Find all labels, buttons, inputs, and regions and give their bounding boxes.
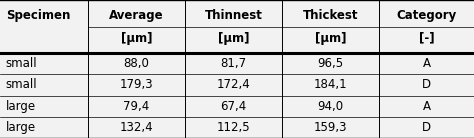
Text: Category: Category [396, 9, 457, 22]
Text: 172,4: 172,4 [217, 79, 250, 91]
Text: 112,5: 112,5 [217, 121, 250, 134]
Text: 81,7: 81,7 [220, 57, 246, 70]
Text: 96,5: 96,5 [318, 57, 344, 70]
Text: Thinnest: Thinnest [204, 9, 263, 22]
Text: D: D [422, 79, 431, 91]
Text: 159,3: 159,3 [314, 121, 347, 134]
Text: 79,4: 79,4 [123, 100, 149, 113]
Text: 88,0: 88,0 [123, 57, 149, 70]
Text: Average: Average [109, 9, 164, 22]
Text: large: large [6, 100, 36, 113]
Text: 184,1: 184,1 [314, 79, 347, 91]
Text: [μm]: [μm] [120, 32, 152, 45]
Text: 132,4: 132,4 [119, 121, 153, 134]
Text: Specimen: Specimen [6, 9, 70, 22]
Text: [μm]: [μm] [315, 32, 346, 45]
Text: A: A [423, 100, 430, 113]
Text: 179,3: 179,3 [119, 79, 153, 91]
Text: A: A [423, 57, 430, 70]
Text: large: large [6, 121, 36, 134]
Text: small: small [6, 57, 37, 70]
Text: [μm]: [μm] [218, 32, 249, 45]
Text: [-]: [-] [419, 32, 434, 45]
Text: small: small [6, 79, 37, 91]
Text: 94,0: 94,0 [318, 100, 344, 113]
Text: Thickest: Thickest [303, 9, 358, 22]
Text: D: D [422, 121, 431, 134]
Text: 67,4: 67,4 [220, 100, 246, 113]
